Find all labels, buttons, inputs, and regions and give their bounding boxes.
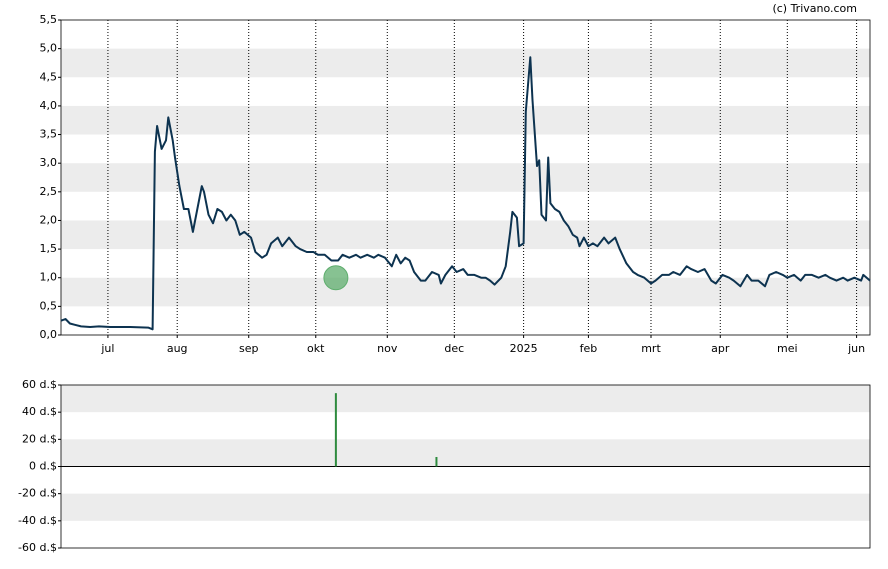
- band: [61, 220, 870, 250]
- y-tick-label: 2,0: [40, 213, 58, 226]
- y-tick-label: 1,5: [40, 242, 58, 255]
- y-tick-label: 40 d.$: [22, 405, 57, 418]
- x-tick-label: jul: [100, 342, 114, 355]
- band: [61, 493, 870, 521]
- y-tick-label: 3,5: [40, 128, 58, 141]
- band: [61, 48, 870, 78]
- price-line: [60, 56, 871, 331]
- plot-frame: [60, 19, 871, 336]
- x-tick-label: aug: [167, 342, 188, 355]
- y-tick-label: 2,5: [40, 185, 58, 198]
- y-tick-label: 4,5: [40, 70, 58, 83]
- y-tick-label: 5,0: [40, 42, 58, 55]
- y-tick-label: 4,0: [40, 99, 58, 112]
- x-tick-label: jun: [847, 342, 865, 355]
- y-tick-label: 20 d.$: [22, 432, 57, 445]
- bar: [334, 393, 337, 467]
- y-tick-label: 5,5: [40, 13, 58, 26]
- y-tick-label: 60 d.$: [22, 378, 57, 391]
- x-tick-label: mrt: [641, 342, 661, 355]
- x-tick-label: nov: [377, 342, 398, 355]
- x-tick-label: dec: [444, 342, 464, 355]
- band: [61, 105, 870, 135]
- x-tick-label: apr: [711, 342, 730, 355]
- band: [61, 277, 870, 307]
- x-tick-label: 2025: [510, 342, 538, 355]
- source: (c) Trivano.com: [772, 2, 857, 15]
- x-tick-label: okt: [307, 342, 325, 355]
- band: [61, 385, 870, 413]
- y-tick-label: -60 d.$: [18, 541, 57, 554]
- y-tick-label: 0 d.$: [29, 460, 57, 473]
- band: [61, 439, 870, 467]
- y-tick-label: -40 d.$: [18, 514, 57, 527]
- x-tick-label: sep: [239, 342, 258, 355]
- band: [61, 163, 870, 192]
- x-tick-label: mei: [777, 342, 798, 355]
- x-tick-label: feb: [580, 342, 598, 355]
- bar: [435, 456, 438, 467]
- y-tick-label: 1,0: [40, 271, 58, 284]
- y-tick-label: 0,0: [40, 328, 58, 341]
- y-tick-label: 3,0: [40, 156, 58, 169]
- y-tick-label: 0,5: [40, 299, 58, 312]
- y-tick-label: -20 d.$: [18, 487, 57, 500]
- event-marker: [323, 265, 349, 291]
